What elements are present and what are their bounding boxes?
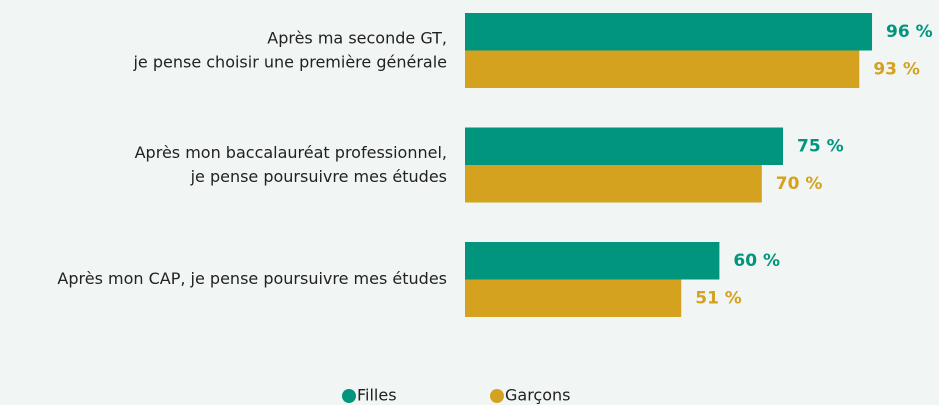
value-label: 75 %	[797, 136, 844, 156]
value-label: 93 %	[873, 59, 920, 79]
bar	[465, 13, 873, 51]
legend-swatch	[490, 389, 504, 403]
bar	[465, 242, 720, 280]
bar	[465, 165, 762, 203]
value-label: 70 %	[776, 174, 823, 194]
legend-swatch	[342, 389, 356, 403]
value-label: 51 %	[695, 288, 742, 308]
legend-label: Filles	[357, 386, 397, 405]
category-label: Après mon CAP, je pense poursuivre mes é…	[57, 269, 447, 288]
value-label: 96 %	[886, 22, 933, 42]
category-line: Après mon baccalauréat professionnel,	[135, 143, 447, 162]
value-label: 60 %	[733, 251, 780, 271]
category-label: Après ma seconde GT, je pense choisir une…	[132, 28, 447, 71]
category-line: je pense choisir une première générale	[132, 52, 447, 71]
legend-label: Garçons	[505, 386, 571, 405]
bar	[465, 279, 682, 317]
category-line: Après ma seconde GT,	[267, 28, 447, 47]
bar	[465, 50, 860, 88]
category-line: je pense poursuivre mes études	[190, 167, 447, 186]
bar	[465, 127, 783, 165]
category-label: Après mon baccalauréat professionnel, je …	[135, 143, 447, 186]
